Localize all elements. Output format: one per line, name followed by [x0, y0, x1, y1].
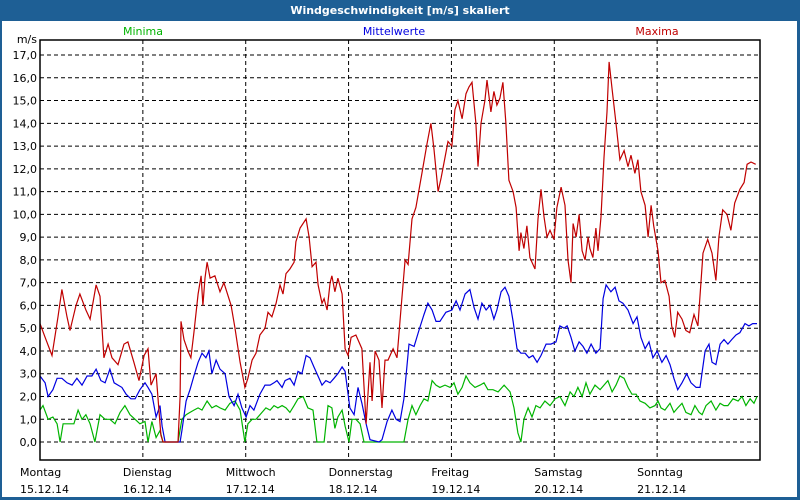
plot-frame: [39, 39, 761, 461]
y-tick-label: 6,0: [20, 299, 38, 312]
day-date-label: 21.12.14: [637, 483, 686, 496]
day-date-label: 16.12.14: [123, 483, 172, 496]
day-name-label: Donnerstag: [329, 466, 393, 479]
grid: [40, 40, 760, 460]
window-title: Windgeschwindigkeit [m/s] skaliert: [290, 4, 510, 17]
series-line-maxima: [39, 61, 756, 443]
legend-entry-minima: Minima: [123, 25, 163, 38]
legend-entry-maxima: Maxima: [635, 25, 678, 38]
y-tick-label: 2,0: [20, 390, 38, 403]
y-tick-label: 5,0: [20, 322, 38, 335]
y-tick-label: 3,0: [20, 368, 38, 381]
day-name-label: Mittwoch: [226, 466, 276, 479]
x-tick-labels: Montag 15.12.14 Dienstag 16.12.14 Mittwoch 17…: [20, 466, 686, 496]
y-tick-label: 4,0: [20, 345, 38, 358]
day-date-label: 19.12.14: [431, 483, 480, 496]
day-name-label: Sonntag: [637, 466, 683, 479]
day-date-label: 17.12.14: [226, 483, 275, 496]
y-tick-labels: 0,0 1,0 2,0 3,0 4,0 5,0 6,0 7,0 8,0 9,0 10,0 11,0 12…: [13, 49, 38, 449]
day-name-label: Samstag: [534, 466, 582, 479]
y-tick-label: 14,0: [13, 117, 38, 130]
day-date-label: 15.12.14: [20, 483, 69, 496]
series-line-minima: [39, 374, 758, 443]
series-line-mittelwerte: [39, 283, 757, 443]
y-tick-label: 0,0: [20, 436, 38, 449]
y-tick-label: 10,0: [13, 208, 38, 221]
y-tick-label: 15,0: [13, 95, 38, 108]
series-lines: [39, 61, 758, 443]
y-tick-label: 11,0: [13, 186, 38, 199]
day-name-label: Dienstag: [123, 466, 172, 479]
y-tick-label: 13,0: [13, 140, 38, 153]
day-date-label: 20.12.14: [534, 483, 583, 496]
y-tick-label: 8,0: [20, 254, 38, 267]
y-axis-label: m/s: [17, 33, 37, 46]
y-tick-label: 7,0: [20, 277, 38, 290]
y-tick-label: 12,0: [13, 163, 38, 176]
day-name-label: Freitag: [431, 466, 469, 479]
legend: Minima Mittelwerte Maxima: [123, 25, 679, 38]
y-tick-label: 17,0: [13, 49, 38, 62]
y-tick-label: 16,0: [13, 72, 38, 85]
y-tick-label: 1,0: [20, 413, 38, 426]
legend-entry-mittelwerte: Mittelwerte: [363, 25, 426, 38]
day-name-label: Montag: [20, 466, 61, 479]
day-date-label: 18.12.14: [329, 483, 378, 496]
y-tick-label: 9,0: [20, 231, 38, 244]
